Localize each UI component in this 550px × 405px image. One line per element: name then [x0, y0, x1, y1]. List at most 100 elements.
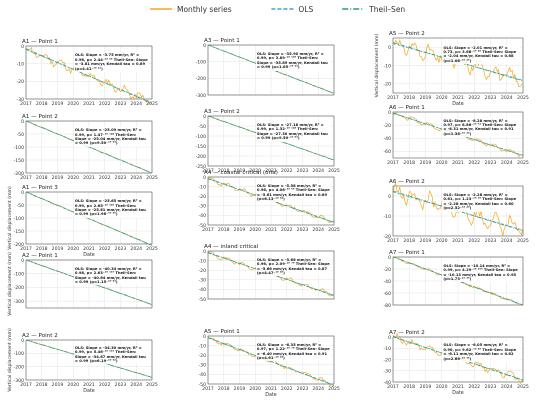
y-tick-label: -20	[198, 194, 206, 200]
x-axis-label: Date	[83, 388, 95, 394]
y-tick-label: -20	[16, 79, 24, 85]
x-tick-label: 2024	[501, 160, 513, 166]
y-tick-label: -200	[14, 242, 25, 248]
x-tick-label: 2025	[517, 384, 529, 390]
y-tick-label: -60	[383, 291, 391, 297]
y-tick-label: -30	[198, 204, 206, 210]
x-tick-label: 2022	[468, 238, 480, 244]
theil-sen-line	[207, 337, 335, 386]
y-tick-label: -20	[198, 353, 206, 359]
x-tick-label: 2024	[312, 386, 324, 392]
stats-annotation: OLS: Slope = -10.14 mm/yr, R² = 0.99, p=…	[442, 262, 521, 283]
x-tick-label: 2020	[67, 246, 79, 252]
stats-annotation: OLS: Slope = -8.28 mm/yr, R² = 0.97, p= …	[442, 117, 521, 138]
x-tick-label: 2021	[83, 101, 95, 107]
y-tick-label: -10	[383, 214, 391, 220]
plot-frame	[207, 44, 335, 96]
y-tick-label: -10	[198, 258, 206, 264]
x-tick-label: 2021	[265, 227, 277, 233]
stats-annotation-box: OLS: Slope = -8.28 mm/yr, R² = 0.97, p= …	[442, 117, 521, 138]
x-tick-label: 2019	[234, 227, 246, 233]
x-tick-label: 2020	[67, 382, 79, 388]
y-tick-label: 0	[21, 190, 24, 196]
panel-title: A3 — Point 2	[204, 109, 240, 115]
x-tick-label: 2025	[146, 101, 158, 107]
x-tick-label: 2019	[420, 384, 432, 390]
x-tick-label: 2020	[436, 95, 448, 101]
y-tick-label: -100	[14, 216, 25, 222]
panel-title: A5 — Point 1	[204, 329, 240, 335]
y-tick-label: -10	[16, 61, 24, 67]
x-tick-label: 2017	[387, 95, 399, 101]
y-axis-label: Vertical displacement (mm)	[7, 186, 13, 250]
ols-line	[207, 178, 335, 223]
monthly-series-line	[207, 337, 335, 387]
plot-frame	[25, 191, 153, 245]
y-tick-label: -200	[196, 154, 207, 160]
y-tick-label: 0	[203, 43, 206, 49]
x-tick-label: 2018	[36, 246, 48, 252]
x-tick-label: 2024	[501, 95, 513, 101]
y-tick-label: -80	[383, 303, 391, 309]
x-tick-label: 2018	[403, 95, 415, 101]
y-tick-label: -40	[383, 279, 391, 285]
x-tick-label: 2022	[468, 160, 480, 166]
panel-title: A1 — Point 2	[22, 114, 58, 120]
x-tick-label: 2020	[436, 160, 448, 166]
stats-annotation-box: OLS: Slope = -2.01 mm/yr, R² = 0.73, p= …	[442, 44, 521, 65]
stats-annotation-box: OLS: Slope = -2.28 mm/yr, R² = 0.61, p= …	[442, 192, 521, 212]
x-tick-label: 2017	[387, 160, 399, 166]
plot-frame	[207, 115, 335, 167]
plot-frame	[25, 45, 153, 100]
x-tick-label: 2025	[328, 227, 340, 233]
x-tick-label: 2022	[99, 101, 111, 107]
theil-sen-line	[25, 48, 153, 104]
y-tick-label: -30	[16, 97, 24, 103]
y-axis-label: Vertical displacement (mm)	[7, 252, 13, 316]
y-tick-label: 0	[388, 110, 391, 116]
stats-annotation-box: OLS: Slope = -10.14 mm/yr, R² = 0.99, p=…	[442, 262, 521, 283]
y-tick-label: 0	[21, 258, 24, 264]
x-tick-label: 2023	[297, 168, 309, 174]
x-tick-label: 2019	[52, 246, 64, 252]
x-tick-label: 2025	[146, 246, 158, 252]
x-tick-label: 2018	[403, 238, 415, 244]
y-tick-label: -50	[16, 203, 24, 209]
stats-annotation: OLS: Slope = -6.35 mm/yr, R² = 0.97, p= …	[255, 341, 332, 362]
x-tick-label: 2024	[312, 227, 324, 233]
y-tick-label: 0	[21, 44, 24, 50]
x-tick-label: 2022	[468, 95, 480, 101]
plot-frame	[207, 335, 335, 385]
stats-annotation: OLS: Slope = -34.30 mm/yr, R² = 0.99, p=…	[73, 344, 150, 365]
panel-title: A1 — Point 3	[22, 185, 58, 191]
panel-title: A6 — Point 2	[389, 179, 425, 185]
y-tick-label: 0	[21, 338, 24, 344]
y-tick-label: -150	[14, 158, 25, 164]
plot-frame	[392, 336, 524, 383]
plot-frame	[207, 176, 335, 226]
y-tick-label: 0	[203, 175, 206, 181]
x-axis-label: Date	[452, 390, 464, 396]
figure-legend: Monthly series OLS Theil–Sen	[0, 0, 550, 18]
y-tick-label: -30	[198, 278, 206, 284]
theil-sen-line	[392, 256, 524, 306]
y-tick-label: -50	[198, 382, 206, 388]
x-tick-label: 2020	[249, 168, 261, 174]
y-tick-label: -150	[14, 229, 25, 235]
y-tick-label: -100	[14, 145, 25, 151]
theil-sen-line	[25, 120, 153, 174]
x-tick-label: 2025	[328, 168, 340, 174]
panel-title: A4 — inland critical	[204, 244, 259, 250]
y-tick-label: -30	[383, 369, 391, 375]
stats-annotation: OLS: Slope = -25.09 mm/yr, R² = 0.99, p=…	[73, 127, 150, 147]
stats-annotation-box: OLS: Slope = -6.35 mm/yr, R² = 0.97, p= …	[255, 341, 332, 362]
